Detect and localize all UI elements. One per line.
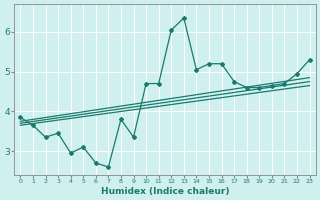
X-axis label: Humidex (Indice chaleur): Humidex (Indice chaleur)	[101, 187, 229, 196]
